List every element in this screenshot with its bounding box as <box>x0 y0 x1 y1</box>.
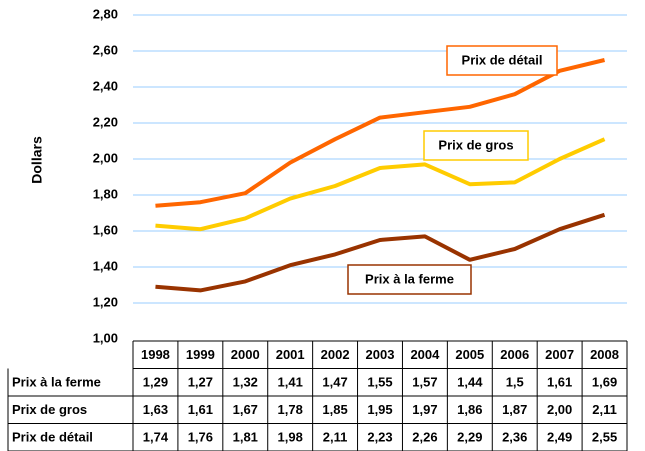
table-row-label: Prix de détail <box>12 430 93 445</box>
table-cell: 2,11 <box>592 402 617 417</box>
table-cell: 1,27 <box>188 375 213 390</box>
table-row-label: Prix de gros <box>12 402 87 417</box>
table-cell: 2,29 <box>457 430 482 445</box>
x-tick-label: 1999 <box>186 347 215 362</box>
table-cell: 1,97 <box>412 402 437 417</box>
y-axis-label: Dollars <box>29 136 45 184</box>
x-tick-label: 2003 <box>366 347 395 362</box>
legend-box <box>446 45 558 76</box>
table-cell: 1,87 <box>502 402 527 417</box>
series-line <box>155 212 606 293</box>
table-row-label: Prix à la ferme <box>12 375 101 390</box>
table-cell: 2,11 <box>323 430 348 445</box>
y-tick-label: 2,20 <box>93 114 118 129</box>
table-cell: 1,29 <box>143 375 168 390</box>
y-tick-label: 2,00 <box>93 150 118 165</box>
table-cell: 1,47 <box>322 375 347 390</box>
legend-label: Prix de gros <box>438 137 513 152</box>
table-cell: 2,49 <box>547 430 572 445</box>
table-cell: 1,61 <box>188 402 213 417</box>
x-tick-label: 2001 <box>276 347 305 362</box>
x-tick-label: 2002 <box>321 347 350 362</box>
table-cell: 1,44 <box>457 375 483 390</box>
table-cell: 1,57 <box>412 375 437 390</box>
table-cell: 1,86 <box>457 402 482 417</box>
table-cell: 1,95 <box>367 402 392 417</box>
table-cell: 1,69 <box>592 375 617 390</box>
table-cell: 2,36 <box>502 430 527 445</box>
legend-box <box>423 130 529 161</box>
table-cell: 1,63 <box>143 402 168 417</box>
table-cell: 1,41 <box>278 375 303 390</box>
table-cell: 1,61 <box>547 375 572 390</box>
table-cell: 1,32 <box>233 375 258 390</box>
x-tick-label: 2007 <box>545 347 574 362</box>
table-cell: 1,74 <box>143 430 169 445</box>
table-cell: 1,55 <box>367 375 392 390</box>
table-cell: 1,5 <box>506 375 524 390</box>
y-tick-label: 1,60 <box>93 222 118 237</box>
x-tick-label: 2000 <box>231 347 260 362</box>
legend-label: Prix à la ferme <box>365 271 454 286</box>
legend-box <box>347 264 472 295</box>
table-cell: 2,23 <box>367 430 392 445</box>
series-line <box>155 137 606 232</box>
y-tick-label: 2,60 <box>93 42 118 57</box>
x-tick-label: 2005 <box>455 347 484 362</box>
x-tick-label: 2004 <box>410 347 440 362</box>
y-tick-label: 1,40 <box>93 258 118 273</box>
y-tick-label: 1,20 <box>93 294 118 309</box>
x-tick-label: 1998 <box>141 347 170 362</box>
legend-label: Prix de détail <box>462 52 543 67</box>
table-cell: 1,98 <box>278 430 303 445</box>
table-cell: 1,85 <box>322 402 347 417</box>
table-cell: 1,81 <box>233 430 258 445</box>
y-tick-label: 1,80 <box>93 186 118 201</box>
y-tick-label: 2,80 <box>93 6 118 21</box>
x-tick-label: 2006 <box>500 347 529 362</box>
table-cell: 2,55 <box>592 430 617 445</box>
table-cell: 1,78 <box>278 402 303 417</box>
series-line <box>155 58 606 208</box>
table-cell: 2,00 <box>547 402 572 417</box>
table-cell: 1,67 <box>233 402 258 417</box>
y-tick-label: 2,40 <box>93 78 118 93</box>
table-cell: 1,76 <box>188 430 213 445</box>
y-tick-label: 1,00 <box>93 330 118 345</box>
x-tick-label: 2008 <box>590 347 619 362</box>
table-cell: 2,26 <box>412 430 437 445</box>
